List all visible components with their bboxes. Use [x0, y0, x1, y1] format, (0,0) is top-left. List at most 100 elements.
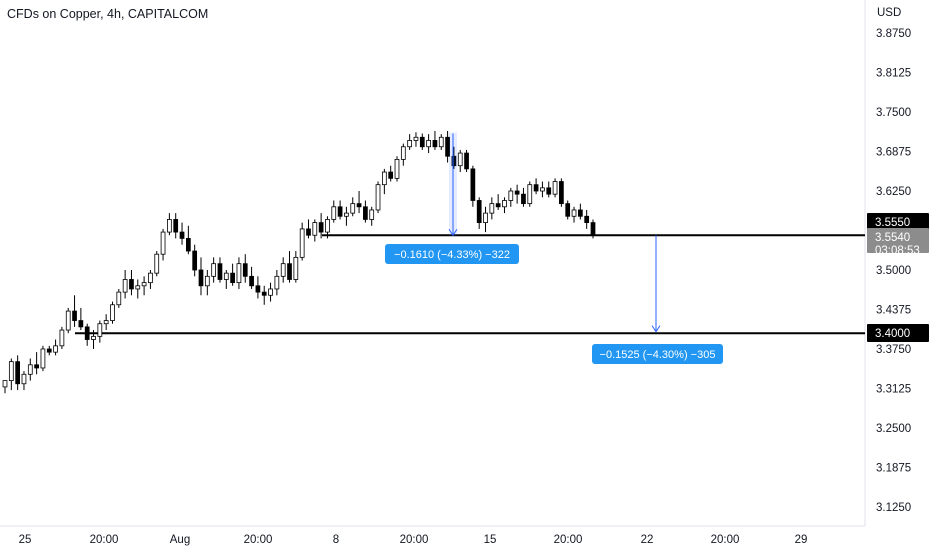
candle[interactable]: [514, 184, 520, 204]
candle[interactable]: [426, 134, 431, 154]
candle[interactable]: [363, 200, 368, 223]
candle[interactable]: [65, 307, 71, 334]
candle[interactable]: [249, 266, 254, 289]
measurement[interactable]: −0.1525 (−4.30%) −305: [592, 235, 723, 364]
candle[interactable]: [306, 219, 311, 239]
candle[interactable]: [325, 216, 330, 239]
measurement[interactable]: −0.1610 (−4.33%) −322: [385, 132, 519, 264]
candle[interactable]: [179, 222, 185, 245]
candle[interactable]: [546, 181, 552, 198]
candle[interactable]: [299, 222, 305, 261]
candles[interactable]: [2, 130, 596, 394]
candle[interactable]: [457, 149, 463, 173]
time-axis[interactable]: 25 20:00 Aug 20:00 8 20:00 15 20:00 22 20:00 29: [19, 534, 808, 546]
candle[interactable]: [173, 213, 179, 239]
candle[interactable]: [432, 130, 438, 150]
candle[interactable]: [533, 178, 539, 195]
candle[interactable]: [255, 276, 261, 299]
candle[interactable]: [413, 132, 419, 147]
candle[interactable]: [438, 134, 444, 150]
candle[interactable]: [78, 307, 84, 331]
candle[interactable]: [495, 194, 501, 210]
candle[interactable]: [356, 191, 362, 214]
candle[interactable]: [122, 270, 128, 299]
candle[interactable]: [375, 181, 381, 214]
candle[interactable]: [223, 270, 229, 289]
candle[interactable]: [502, 197, 507, 214]
candle[interactable]: [577, 203, 583, 220]
candle[interactable]: [274, 270, 280, 296]
candle[interactable]: [2, 380, 8, 394]
candle[interactable]: [211, 257, 217, 283]
candle[interactable]: [350, 197, 356, 217]
candle[interactable]: [53, 339, 58, 356]
candle[interactable]: [198, 257, 204, 296]
candle[interactable]: [489, 197, 495, 220]
candle[interactable]: [521, 187, 526, 207]
candle[interactable]: [508, 187, 514, 207]
candle[interactable]: [148, 270, 153, 289]
candle[interactable]: [129, 270, 134, 296]
candle[interactable]: [381, 168, 387, 195]
candle[interactable]: [27, 358, 33, 381]
candle[interactable]: [230, 263, 235, 286]
candle[interactable]: [419, 133, 425, 150]
candle[interactable]: [261, 285, 267, 305]
candle[interactable]: [103, 314, 109, 331]
candle[interactable]: [445, 130, 450, 163]
candle[interactable]: [559, 178, 564, 207]
candle[interactable]: [185, 225, 191, 255]
candle[interactable]: [369, 206, 375, 226]
candle[interactable]: [451, 146, 457, 169]
candle[interactable]: [91, 330, 96, 349]
candle[interactable]: [204, 270, 210, 296]
candle[interactable]: [331, 200, 337, 223]
candle[interactable]: [584, 209, 590, 229]
candle[interactable]: [470, 165, 476, 207]
candle[interactable]: [407, 134, 413, 150]
candle[interactable]: [388, 165, 394, 182]
candle[interactable]: [552, 178, 558, 198]
candle[interactable]: [540, 181, 545, 198]
candle[interactable]: [34, 352, 39, 375]
candle[interactable]: [483, 206, 488, 233]
candle[interactable]: [40, 345, 46, 372]
candle[interactable]: [160, 228, 166, 261]
candle[interactable]: [141, 276, 147, 296]
candle[interactable]: [464, 149, 469, 173]
candle[interactable]: [293, 251, 299, 283]
candle[interactable]: [21, 371, 27, 391]
candle[interactable]: [167, 213, 172, 236]
candle[interactable]: [217, 257, 223, 283]
candle[interactable]: [476, 197, 482, 229]
candle[interactable]: [268, 282, 273, 302]
candle[interactable]: [312, 219, 318, 242]
candle[interactable]: [565, 200, 571, 220]
candle[interactable]: [192, 244, 198, 277]
candle[interactable]: [135, 279, 141, 299]
candle[interactable]: [242, 254, 248, 283]
measurements[interactable]: −0.1610 (−4.33%) −322 −0.1525 (−4.30%) −3…: [385, 132, 723, 364]
candle[interactable]: [15, 355, 21, 391]
candle[interactable]: [8, 358, 14, 391]
candle[interactable]: [72, 295, 77, 327]
candle[interactable]: [400, 143, 406, 166]
candle[interactable]: [337, 200, 343, 220]
candle[interactable]: [154, 251, 160, 277]
candle[interactable]: [280, 257, 286, 283]
candle[interactable]: [344, 206, 349, 226]
candle[interactable]: [110, 301, 115, 324]
candle[interactable]: [84, 323, 90, 346]
price-axis[interactable]: 3.87503.81253.75003.68753.62503.56253.50…: [876, 28, 911, 514]
candle[interactable]: [236, 257, 242, 289]
candle[interactable]: [287, 251, 292, 283]
candle[interactable]: [59, 326, 65, 349]
candle[interactable]: [590, 219, 596, 239]
candle[interactable]: [394, 156, 400, 182]
candle[interactable]: [571, 206, 577, 223]
candle[interactable]: [46, 345, 52, 356]
candle[interactable]: [97, 320, 103, 343]
candle[interactable]: [318, 213, 324, 239]
